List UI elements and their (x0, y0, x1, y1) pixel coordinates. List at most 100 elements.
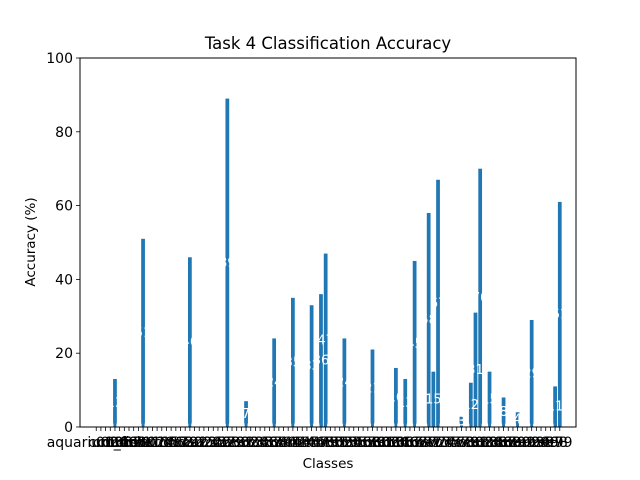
x-tick-label: c65 (388, 435, 414, 451)
bar (225, 98, 230, 427)
bar (436, 179, 440, 427)
x-tick-label: c52 (327, 435, 353, 451)
bar (244, 401, 248, 427)
x-tick-label: aquarium_fish (47, 435, 146, 451)
x-tick-label: c27 (210, 435, 236, 451)
bar (403, 379, 408, 427)
x-tick-label: c09 (126, 435, 152, 451)
x-tick-label: c02 (93, 435, 119, 451)
x-tick-label: c21 (182, 435, 208, 451)
x-tick-label: c74 (430, 435, 456, 451)
y-tick-label: 20 (55, 346, 73, 362)
x-tick-label: c66 (393, 435, 419, 451)
x-tick-label: c18 (168, 435, 194, 451)
x-tick-label: c63 (378, 435, 404, 451)
bar-value-label: 13 (397, 396, 414, 411)
x-axis-title: Classes (303, 456, 354, 472)
y-tick-label: 100 (46, 51, 73, 67)
bar (478, 168, 483, 427)
bar-value-label: 15 (481, 392, 498, 407)
x-tick-label: c82 (467, 435, 493, 451)
x-tick-label: c19 (172, 435, 198, 451)
bar-value-label: 16 (388, 390, 405, 405)
x-tick-label: c83 (472, 435, 498, 451)
x-tick-label: c49 (313, 435, 339, 451)
x-tick-label: c45 (294, 435, 320, 451)
bar (515, 412, 520, 427)
x-tick-label: c81 (463, 435, 489, 451)
bar-value-label: 47 (317, 333, 334, 348)
bar-value-label: 29 (523, 367, 540, 382)
bar (113, 379, 117, 427)
x-tick-label: c75 (435, 435, 461, 451)
bar (291, 297, 295, 427)
bar-value-label: 3 (457, 414, 465, 429)
bar-value-label: 58 (420, 313, 437, 328)
x-tick-label: c17 (163, 435, 189, 451)
bar-value-label: 12 (463, 398, 480, 413)
x-tick-label: c12 (140, 435, 166, 451)
plot-frame (79, 57, 577, 428)
x-tick-label: c76 (439, 435, 465, 451)
chart-title: Task 4 Classification Accuracy (204, 34, 452, 53)
x-tick-label: c14 (149, 435, 175, 451)
x-tick-label: c24 (196, 435, 222, 451)
x-tick-label: c04 (102, 435, 128, 451)
bar-value-label: 33 (303, 359, 320, 374)
bar-value-label: 89 (219, 256, 236, 271)
x-tick-label: c29 (219, 435, 245, 451)
x-tick-label: c30 (224, 435, 250, 451)
x-tick-label: c85 (481, 435, 507, 451)
x-tick-label: c36 (252, 435, 278, 451)
x-tick-label: c25 (201, 435, 227, 451)
x-tick-label: c72 (421, 435, 447, 451)
x-tick-label: c56 (346, 435, 372, 451)
x-tick-label: c95 (528, 435, 554, 451)
x-tick-label: c46 (299, 435, 325, 451)
x-tick-label: c20 (177, 435, 203, 451)
bar (501, 397, 506, 427)
bar-value-label: 13 (107, 396, 124, 411)
x-tick-label: c35 (247, 435, 273, 451)
x-tick-label: c58 (355, 435, 381, 451)
x-tick-label: c69 (407, 435, 433, 451)
bar (412, 260, 417, 427)
x-tick-label: c03 (98, 435, 124, 451)
bar-value-label: 51 (135, 326, 152, 341)
x-tick-label: c96 (533, 435, 559, 451)
x-tick-label: c84 (477, 435, 503, 451)
x-axis: aquarium_fishc01c02c03c04c05c06c07c08c09… (47, 427, 573, 451)
y-tick-label: 80 (55, 125, 73, 141)
bar-value-label: 8 (499, 405, 507, 420)
x-tick-label: c05 (107, 435, 133, 451)
bar (342, 338, 347, 427)
y-axis: 0 20 40 60 80 100 (46, 51, 80, 436)
bar (473, 312, 478, 427)
x-tick-label: c28 (215, 435, 241, 451)
x-tick-label: c51 (322, 435, 348, 451)
x-tick-label: c07 (116, 435, 142, 451)
x-tick-label: c47 (304, 435, 330, 451)
x-tick-label: c89 (500, 435, 526, 451)
x-tick-label: c88 (496, 435, 522, 451)
x-tick-label: c68 (402, 435, 428, 451)
x-tick-label: c48 (308, 435, 334, 451)
x-tick-label: c59 (360, 435, 386, 451)
x-tick-label: c93 (519, 435, 545, 451)
bar (468, 382, 473, 427)
x-tick-label: c26 (205, 435, 231, 451)
x-tick-label: c32 (233, 435, 259, 451)
bar (426, 212, 431, 427)
x-tick-label: c94 (524, 435, 550, 451)
x-tick-label: c34 (243, 435, 269, 451)
bar-value-label: 7 (242, 407, 250, 422)
bar (141, 238, 145, 427)
x-tick-label: c79 (453, 435, 479, 451)
bar (323, 253, 328, 427)
y-tick-label: 40 (55, 272, 73, 288)
bar (459, 415, 464, 427)
x-tick-label: c99 (547, 435, 573, 451)
bar-value-label: 45 (406, 337, 423, 352)
bar-value-label: 24 (266, 376, 283, 391)
